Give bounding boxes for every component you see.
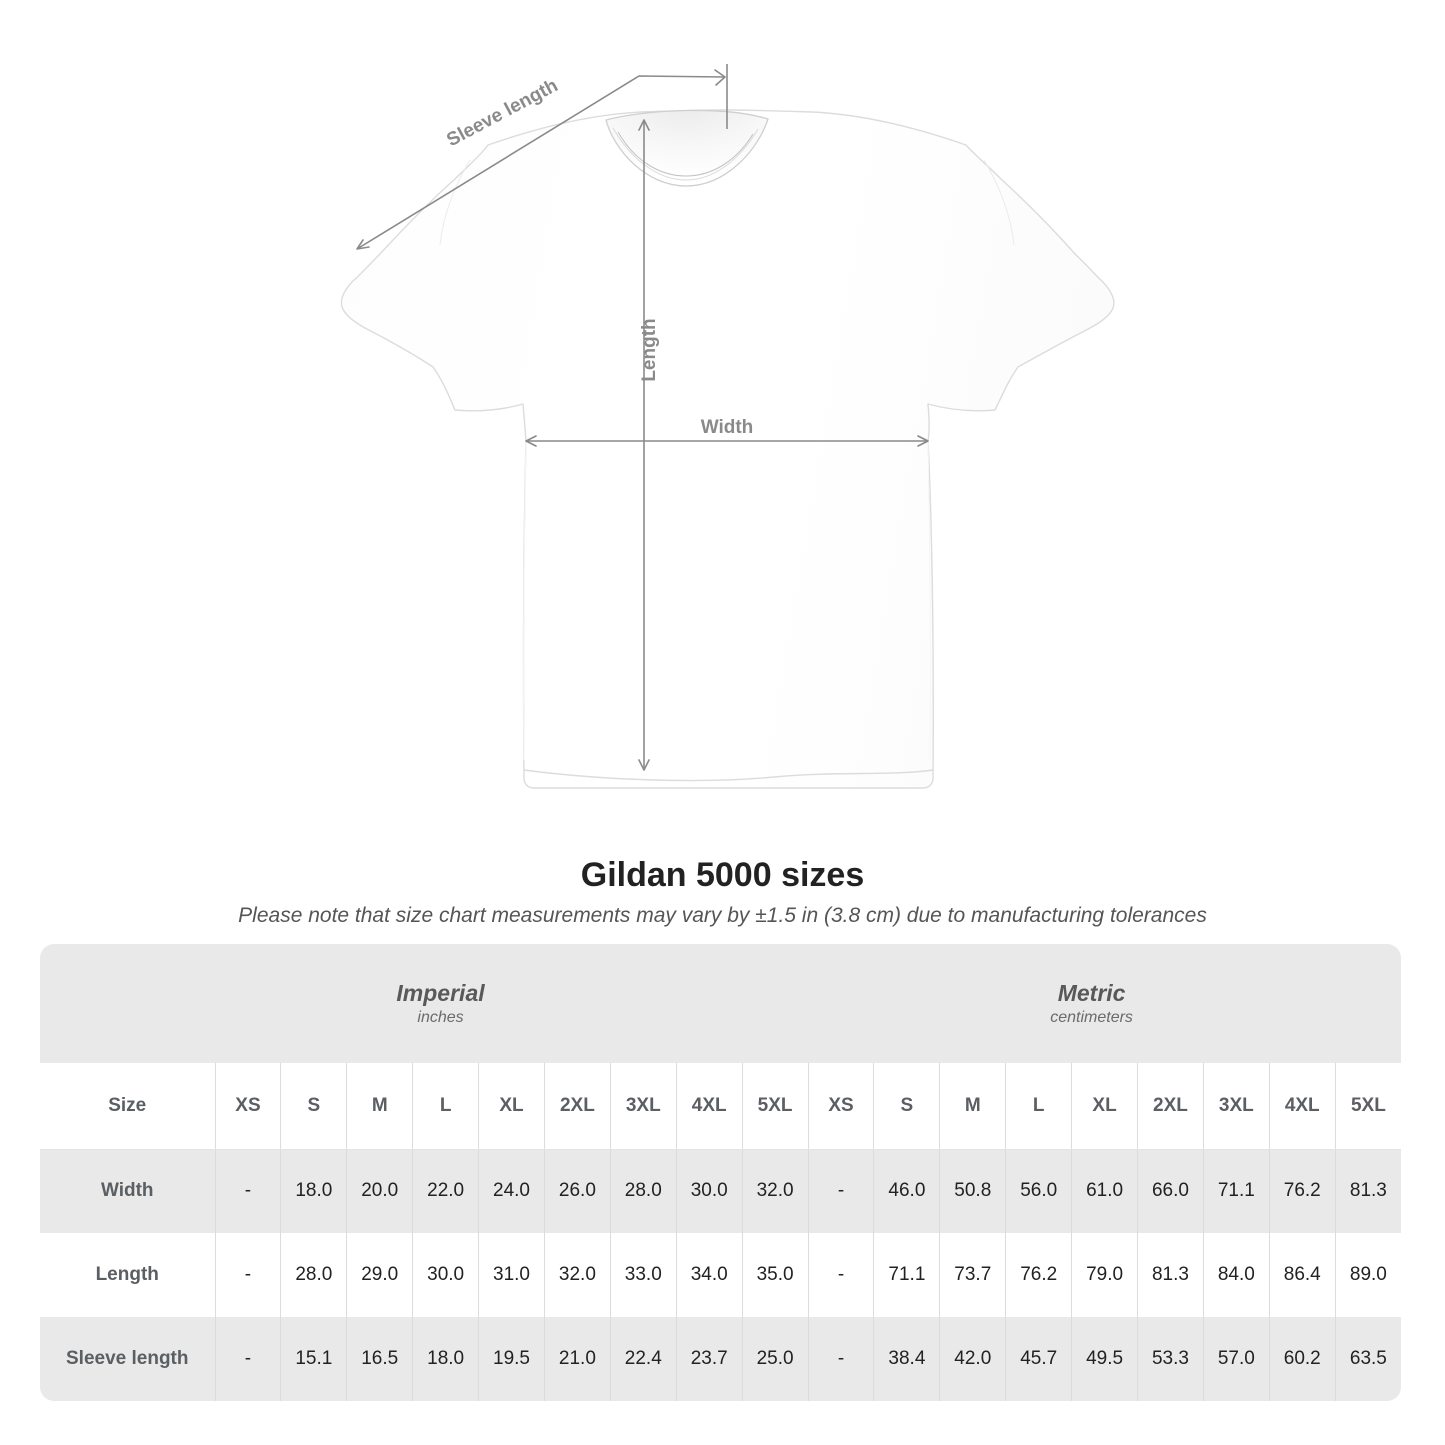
svg-text:Width: Width xyxy=(701,417,754,438)
svg-text:Length: Length xyxy=(639,318,660,381)
